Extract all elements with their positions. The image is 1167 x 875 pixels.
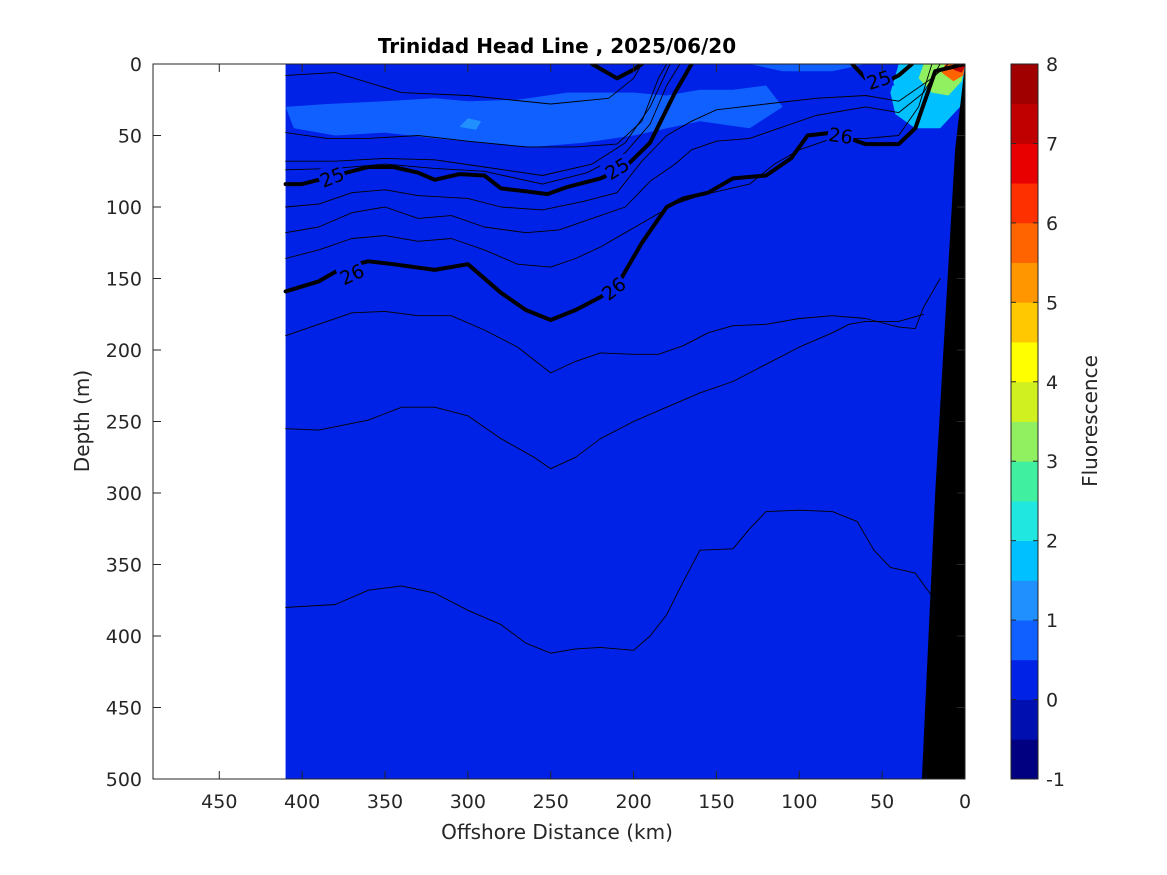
x-tick-label-350: 350 bbox=[367, 791, 403, 813]
y-tick-label-200: 200 bbox=[106, 340, 142, 362]
colorbar-tick-label--1: -1 bbox=[1046, 769, 1065, 791]
colorbar-title: Fluorescence bbox=[1078, 355, 1102, 487]
colorbar-segment-16 bbox=[1011, 103, 1038, 144]
contour-25.5-3-0 bbox=[285, 64, 949, 211]
x-tick-label-450: 450 bbox=[201, 791, 237, 813]
contour-label-5: 26 bbox=[827, 124, 854, 149]
contour-label-group-5: 26 bbox=[826, 121, 856, 149]
contour-25.5-3-1 bbox=[285, 64, 941, 234]
colorbar-segment-7 bbox=[1011, 461, 1038, 502]
colorbar-segment-5 bbox=[1011, 540, 1038, 581]
contour-label-bg-5 bbox=[826, 121, 856, 148]
chart-title: Trinidad Head Line , 2025/06/20 bbox=[378, 34, 736, 58]
colorbar-tick-label-4: 4 bbox=[1046, 372, 1058, 394]
y-tick-label-250: 250 bbox=[106, 412, 142, 434]
data-background bbox=[285, 64, 965, 779]
axes-layer: 450 400 350 300 250 200 150 100 50 00501001502002… bbox=[106, 54, 971, 813]
y-tick-label-300: 300 bbox=[106, 483, 142, 505]
colorbar-segment-1 bbox=[1011, 699, 1038, 740]
contour-24.5-2-0 bbox=[285, 64, 643, 105]
colorbar-segment-12 bbox=[1011, 262, 1038, 303]
colorbar-tick-label-5: 5 bbox=[1046, 292, 1058, 314]
colorbar-segment-8 bbox=[1011, 421, 1038, 462]
colorbar-segment-6 bbox=[1011, 500, 1038, 542]
bathymetry bbox=[921, 64, 965, 779]
x-tick-label-200: 200 bbox=[615, 791, 651, 813]
contour-26.5-4-0 bbox=[285, 278, 941, 374]
fluorescence-patch-0 bbox=[285, 85, 783, 147]
y-tick-label-350: 350 bbox=[106, 555, 142, 577]
y-tick-label-450: 450 bbox=[106, 698, 142, 720]
contour-24.5-2-2 bbox=[285, 64, 681, 185]
x-tick-label-0: 0 bbox=[959, 791, 971, 813]
colorbar-segment-9 bbox=[1011, 381, 1038, 422]
colorbar-segment-13 bbox=[1011, 222, 1038, 264]
colorbar-segment-14 bbox=[1011, 183, 1038, 224]
y-tick-label-0: 0 bbox=[130, 54, 142, 76]
colorbar-tick-label-3: 3 bbox=[1046, 451, 1058, 473]
colorbar-segment-11 bbox=[1011, 302, 1038, 343]
x-tick-label-250: 250 bbox=[533, 791, 569, 813]
contour-label-bg-2 bbox=[862, 64, 895, 94]
colorbar-tick-label-6: 6 bbox=[1046, 213, 1058, 235]
contour-26-1-0 bbox=[283, 64, 965, 322]
x-tick-label-150: 150 bbox=[698, 791, 734, 813]
contour-label-group-2: 25 bbox=[862, 64, 895, 95]
y-tick-label-500: 500 bbox=[106, 769, 142, 791]
colorbar-tick-label-7: 7 bbox=[1046, 133, 1058, 155]
colorbar-segment-17 bbox=[1011, 64, 1038, 105]
colorbar-segment-15 bbox=[1011, 143, 1038, 184]
contour-25-0-1 bbox=[590, 64, 644, 81]
y-tick-label-100: 100 bbox=[106, 197, 142, 219]
contour-24.5-2-3 bbox=[285, 64, 668, 148]
contour-label-bg-1 bbox=[599, 151, 634, 184]
contour-26.5-4-2 bbox=[285, 509, 933, 654]
y-tick-label-150: 150 bbox=[106, 269, 142, 291]
contour-25-0-0 bbox=[283, 64, 694, 197]
x-tick-label-300: 300 bbox=[450, 791, 486, 813]
colorbar-tick-label-2: 2 bbox=[1046, 531, 1058, 553]
x-tick-label-400: 400 bbox=[284, 791, 320, 813]
y-tick-label-50: 50 bbox=[118, 126, 142, 148]
colorbar-frame bbox=[1010, 63, 1039, 780]
fluorescence-patch-2 bbox=[749, 64, 866, 72]
colorbar-segment-0 bbox=[1011, 739, 1038, 780]
colorbar-tick-label-0: 0 bbox=[1046, 690, 1058, 712]
y-axis-title: Depth (m) bbox=[70, 370, 94, 472]
contour-26.5-4-1 bbox=[285, 313, 925, 470]
colorbar-segment-2 bbox=[1011, 659, 1038, 700]
x-tick-label-50: 50 bbox=[870, 791, 894, 813]
contour-label-bg-4 bbox=[596, 271, 631, 305]
colorbar-segment-3 bbox=[1011, 620, 1038, 661]
x-axis-title: Offshore Distance (km) bbox=[441, 820, 673, 844]
colorbar-tick-label-8: 8 bbox=[1046, 54, 1058, 76]
colorbar-tick-label-1: 1 bbox=[1046, 610, 1058, 632]
colorbar: 8 7 6 5 4 3 2 1 0 -1 bbox=[1010, 54, 1065, 791]
contour-label-bg-0 bbox=[315, 161, 348, 192]
x-tick-label-100: 100 bbox=[781, 791, 817, 813]
fluorescence-patch-1 bbox=[459, 118, 482, 130]
colorbar-segment-4 bbox=[1011, 580, 1038, 621]
y-tick-label-400: 400 bbox=[106, 626, 142, 648]
contour-label-bg-3 bbox=[335, 257, 368, 289]
colorbar-segment-10 bbox=[1011, 342, 1038, 383]
